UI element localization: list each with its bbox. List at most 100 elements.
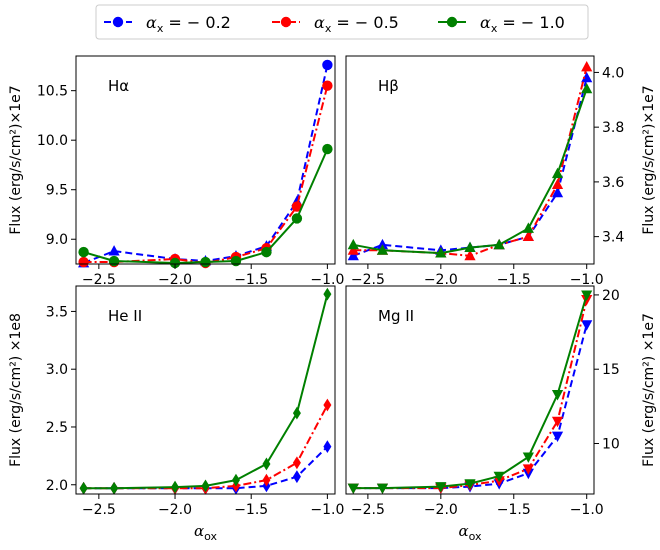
data-point <box>551 178 564 190</box>
data-point <box>347 483 359 495</box>
data-point <box>435 247 447 258</box>
data-point <box>292 406 301 420</box>
panel-title: Hα <box>108 77 129 95</box>
data-point <box>522 222 534 233</box>
y-tick-label: 2.0 <box>46 478 68 494</box>
panels: −2.5 −2.0 −1.5 −1.0 9.0 9.5 10.0 10.5 Hα Flux (er… <box>8 55 657 543</box>
legend-subscript: x <box>157 22 164 35</box>
y-axis-label: Flux (erg/s/cm²)×1e7 <box>641 85 657 234</box>
data-point <box>522 452 534 463</box>
legend-label: αx = − 0.2 <box>146 13 231 35</box>
x-tick-label: −1.5 <box>234 502 268 518</box>
y-tick-label: 10.0 <box>37 133 68 149</box>
data-point <box>323 398 332 412</box>
y-tick-label: 3.4 <box>602 230 624 246</box>
x-tick-label: −1.0 <box>310 502 344 518</box>
y-tick-label: 3.6 <box>602 175 624 191</box>
data-point <box>493 471 505 483</box>
data-point <box>322 143 333 155</box>
x-axis-label: αox <box>458 522 482 543</box>
panel-title: Mg II <box>378 307 414 325</box>
axes-frame <box>345 285 595 495</box>
data-point <box>551 167 564 179</box>
data-point <box>323 440 332 454</box>
plot-area <box>76 56 335 264</box>
y-tick-label: 10.5 <box>37 84 68 100</box>
data-point <box>78 256 89 268</box>
axes-frame <box>75 55 336 265</box>
y-tick-label: 3.8 <box>602 120 624 136</box>
y-tick-label: 9.5 <box>46 183 68 199</box>
data-point <box>79 481 88 495</box>
data-point <box>230 255 242 267</box>
data-point <box>322 59 333 71</box>
y-tick-label: 4.0 <box>602 65 624 81</box>
data-point <box>291 213 303 224</box>
y-tick-label: 15 <box>602 362 620 378</box>
x-tick-label: −1.5 <box>497 272 531 288</box>
x-tick-label: −1.5 <box>234 272 268 288</box>
data-point <box>347 249 359 261</box>
x-tick-label: −2.0 <box>158 272 192 288</box>
data-point <box>291 201 303 212</box>
legend-marker <box>280 16 292 28</box>
legend-entry: αx = − 0.5 <box>272 13 399 35</box>
panel-top-left: −2.5 −2.0 −1.5 −1.0 9.0 9.5 10.0 10.5 Hα Flux (er… <box>8 55 344 288</box>
data-point <box>347 238 359 250</box>
legend-entry: αx = − 0.2 <box>104 13 231 35</box>
series-line <box>83 64 329 264</box>
data-point <box>108 245 120 256</box>
x-tick-label: −2.5 <box>82 272 116 288</box>
x-tick-label: −2.0 <box>424 502 458 518</box>
data-point <box>551 431 564 443</box>
series-line <box>83 148 329 264</box>
legend: αx = − 0.2 αx = − 0.5 αx = − 1.0 <box>95 4 589 40</box>
data-point <box>551 390 564 401</box>
panel-bottom-left: −2.5 −2.0 −1.5 −1.0 2.0 2.5 3.0 3.5 He II Flux (e… <box>8 285 344 543</box>
x-tick-label: −1.0 <box>310 272 344 288</box>
x-tick-label: −1.0 <box>570 272 604 288</box>
data-point <box>522 464 534 475</box>
legend-symbol: α <box>480 13 491 32</box>
data-point <box>551 416 564 428</box>
series-line <box>353 88 588 255</box>
x-tick-label: −1.5 <box>497 502 531 518</box>
legend-value: = − 0.2 <box>163 13 231 32</box>
legend-subscript: x <box>325 22 332 35</box>
panel-title: Hβ <box>378 77 399 95</box>
series <box>79 287 332 495</box>
plot-area <box>346 286 594 494</box>
panel-bottom-right: −2.5 −2.0 −1.5 −1.0 10 15 20 Mg II Flux (erg/s/c… <box>345 285 657 543</box>
plot-area <box>346 56 594 264</box>
data-point <box>464 479 476 490</box>
series <box>347 82 593 258</box>
data-point <box>261 246 272 258</box>
data-point <box>231 473 240 487</box>
x-tick-label: −2.5 <box>351 502 385 518</box>
data-point <box>522 230 534 242</box>
series-line <box>353 294 588 490</box>
series <box>347 290 593 495</box>
data-point <box>581 290 593 301</box>
data-point <box>581 71 593 83</box>
legend-value: = − 1.0 <box>497 13 565 32</box>
data-point <box>581 320 593 331</box>
panel-top-right: −2.5 −2.0 −1.5 −1.0 3.4 3.6 3.8 4.0 Hβ Flux (erg/… <box>345 55 657 288</box>
data-point <box>581 82 593 94</box>
y-axis-label: Flux (erg/s/cm²) ×1e8 <box>8 313 24 467</box>
data-point <box>551 186 564 198</box>
series-line <box>83 85 329 264</box>
data-point <box>376 483 389 495</box>
axes-frame <box>345 55 595 265</box>
data-point <box>262 473 271 487</box>
data-point <box>200 256 211 268</box>
data-point <box>376 238 389 250</box>
data-point <box>171 480 180 494</box>
x-axis-subscript: ox <box>469 530 482 543</box>
series-line <box>83 293 329 490</box>
legend-subscript: x <box>491 22 498 35</box>
y-tick-label: 2.5 <box>46 420 68 436</box>
data-point <box>464 241 476 252</box>
data-point <box>581 60 593 72</box>
series-line <box>83 404 329 490</box>
